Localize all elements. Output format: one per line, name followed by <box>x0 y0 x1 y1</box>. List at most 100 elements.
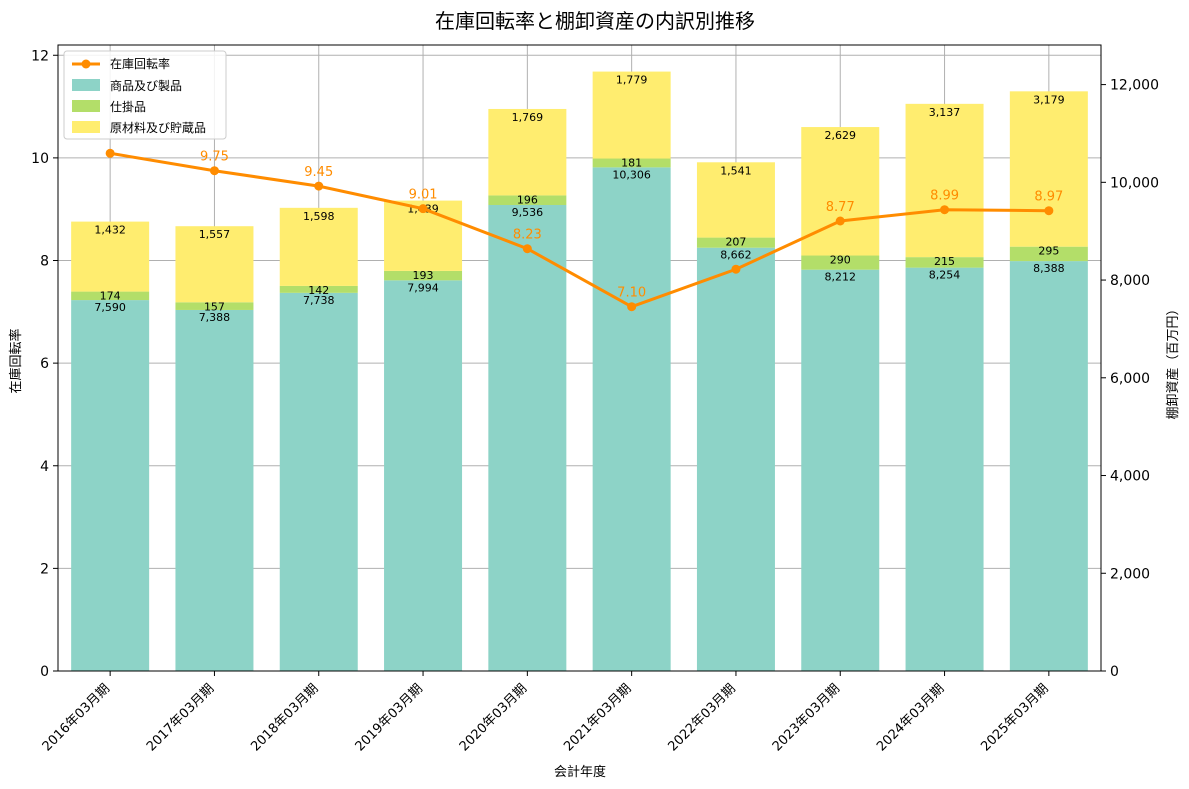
y-left-tick-label: 6 <box>40 356 49 372</box>
x-tick-label: 2018年03月期 <box>248 681 321 754</box>
bar-wip <box>592 158 671 168</box>
y-right-tick-label: 4,000 <box>1110 469 1150 485</box>
bar-products <box>279 292 358 671</box>
turnover-point <box>627 302 637 312</box>
bar-label-materials: 1,598 <box>303 210 335 223</box>
bar-materials <box>488 108 567 196</box>
bar-label-materials: 1,769 <box>512 111 544 124</box>
bar-products <box>384 280 463 671</box>
x-tick-label: 2023年03月期 <box>770 681 843 754</box>
legend-bar-swatch <box>72 79 100 91</box>
chart-title: 在庫回転率と棚卸資産の内訳別推移 <box>435 9 755 33</box>
x-tick-label: 2021年03月期 <box>561 681 634 754</box>
y-right-tick-label: 12,000 <box>1110 78 1159 94</box>
x-axis-label: 会計年度 <box>554 764 606 780</box>
turnover-point <box>1044 206 1054 216</box>
bar-materials <box>696 162 775 238</box>
bar-wip <box>1009 246 1088 262</box>
x-tick-label: 2025年03月期 <box>978 681 1051 754</box>
bar-label-products: 8,388 <box>1033 262 1065 275</box>
x-tick-label: 2019年03月期 <box>353 681 426 754</box>
bar-wip <box>71 291 150 301</box>
bar-wip <box>279 285 358 293</box>
y-left-tick-label: 12 <box>31 48 49 64</box>
bar-products <box>696 247 775 671</box>
turnover-line-path <box>109 151 1049 309</box>
x-tick-label: 2017年03月期 <box>144 681 217 754</box>
y-left-tick-label: 2 <box>40 561 49 577</box>
x-tick-label: 2016年03月期 <box>40 681 113 754</box>
y-axis-right-label: 棚卸資産（百万円） <box>1165 302 1181 419</box>
y-left-tick-label: 8 <box>40 254 49 270</box>
bar-label-products: 8,662 <box>720 249 752 262</box>
bar-label-wip: 290 <box>830 254 851 267</box>
bar-label-products: 8,254 <box>929 269 961 282</box>
bar-products <box>71 300 150 671</box>
bar-wip <box>801 255 880 270</box>
bar-label-materials: 3,137 <box>929 106 961 119</box>
bar-label-materials: 1,557 <box>199 228 231 241</box>
bar-label-wip: 207 <box>725 236 746 249</box>
bar-products <box>1009 261 1088 671</box>
turnover-point <box>105 148 115 158</box>
y-right-tick-label: 10,000 <box>1110 175 1159 191</box>
bar-label-wip: 142 <box>308 284 329 297</box>
bar-label-wip: 193 <box>413 269 434 282</box>
bar-label-wip: 215 <box>934 255 955 268</box>
turnover-label: 9.75 <box>200 150 229 165</box>
bar-label-products: 7,590 <box>94 301 126 314</box>
y-right-tick-label: 2,000 <box>1110 566 1150 582</box>
bars <box>71 71 1088 671</box>
turnover-point <box>209 166 219 176</box>
x-tick-label: 2024年03月期 <box>874 681 947 754</box>
bar-materials <box>1009 91 1088 247</box>
bar-label-wip: 157 <box>204 300 225 313</box>
bar-products <box>592 167 671 671</box>
turnover-point <box>940 205 950 215</box>
bar-label-wip: 174 <box>100 290 121 303</box>
y-left-tick-label: 10 <box>31 151 49 167</box>
x-tick-label: 2022年03月期 <box>665 681 738 754</box>
bar-label-materials: 1,541 <box>720 164 752 177</box>
bar-products <box>175 309 254 671</box>
legend-line-marker <box>81 59 91 69</box>
bar-products <box>801 269 880 671</box>
turnover-point <box>522 244 532 254</box>
y-right-tick-label: 0 <box>1110 664 1119 680</box>
legend-bar-swatch <box>72 121 100 133</box>
turnover-point <box>731 264 741 274</box>
bar-materials <box>592 71 671 159</box>
x-tick-label: 2020年03月期 <box>457 681 530 754</box>
y-right-tick-label: 6,000 <box>1110 371 1150 387</box>
bar-label-products: 7,994 <box>407 281 439 294</box>
turnover-label: 8.23 <box>513 228 542 243</box>
bar-wip <box>905 257 984 268</box>
bar-label-materials: 1,779 <box>616 74 648 87</box>
bar-label-wip: 295 <box>1038 245 1059 258</box>
bar-label-materials: 3,179 <box>1033 93 1065 106</box>
bar-label-products: 7,738 <box>303 294 335 307</box>
legend-item-bar: 商品及び製品 <box>110 78 182 93</box>
bar-products <box>905 267 984 671</box>
legend-item-bar: 原材料及び貯蔵品 <box>110 121 206 135</box>
bar-materials <box>175 226 254 303</box>
bar-products <box>488 204 567 671</box>
turnover-label: 8.99 <box>930 189 959 204</box>
turnover-point <box>314 181 324 191</box>
bar-label-products: 7,388 <box>199 311 231 324</box>
bar-materials <box>801 127 880 256</box>
plot-frame <box>57 44 1102 672</box>
turnover-line: 9.75 9.45 9.01 8.23 7.10 8.77 8.99 8.97 <box>105 148 1063 312</box>
bar-label-products: 9,536 <box>512 206 544 219</box>
turnover-label: 8.97 <box>1034 190 1063 205</box>
bar-materials <box>905 103 984 258</box>
turnover-label: 7.10 <box>617 286 646 301</box>
y-left-tick-label: 4 <box>40 459 49 475</box>
y-axis-left-label: 在庫回転率 <box>8 328 24 393</box>
bar-wip <box>384 270 463 281</box>
bar-materials <box>279 207 358 286</box>
bar-label-wip: 181 <box>621 157 642 170</box>
